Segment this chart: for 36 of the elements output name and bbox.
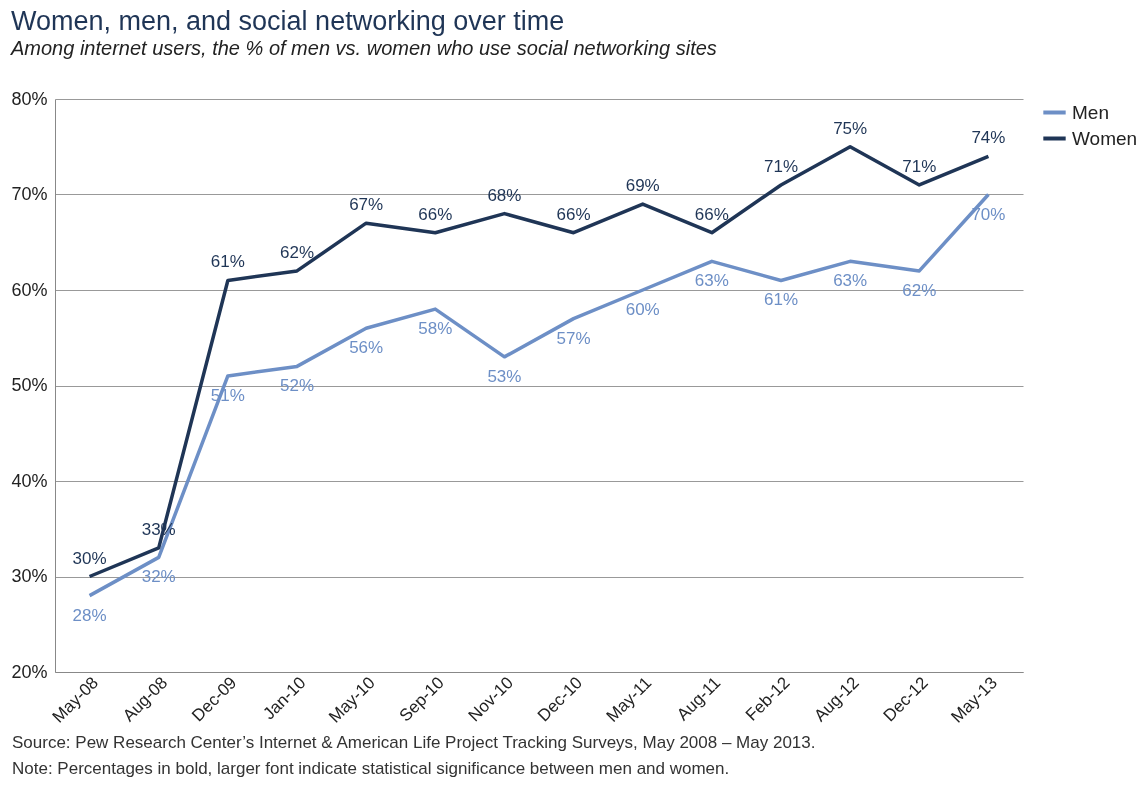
data-label: 66% <box>556 204 591 224</box>
data-label: 61% <box>763 290 799 310</box>
data-label: 63% <box>694 271 729 291</box>
y-tick-label: 40% <box>11 470 48 491</box>
data-label: 56% <box>349 338 384 358</box>
data-label: 70% <box>971 204 1006 224</box>
data-label: 28% <box>72 605 107 625</box>
y-tick-label: 70% <box>11 184 48 204</box>
data-label: 74% <box>971 128 1006 148</box>
y-tick-label: 80% <box>11 88 48 109</box>
data-label: 71% <box>902 156 937 176</box>
data-label: 57% <box>556 328 591 348</box>
data-label: 61% <box>210 252 245 272</box>
data-label: 69% <box>625 176 660 196</box>
data-label: 66% <box>418 204 453 224</box>
y-tick-label: 60% <box>11 279 48 300</box>
chart-title: Women, men, and social networking over time <box>10 6 565 36</box>
data-label: 63% <box>833 271 868 291</box>
data-label: 71% <box>763 156 799 176</box>
data-label: 60% <box>625 300 660 319</box>
y-tick-label: 50% <box>11 375 48 395</box>
data-label: 58% <box>418 319 453 339</box>
chart-subtitle: Among internet users, the % of men vs. women who use social networking sites <box>9 37 717 59</box>
data-label: 68% <box>487 185 522 205</box>
text: Note: Percentages in bold, larger font indicate statistical significance between men and women. <box>12 758 731 780</box>
y-tick-label: 30% <box>11 566 48 586</box>
legend-label: Men <box>1072 101 1109 123</box>
y-tick-label: 20% <box>11 661 48 682</box>
data-label: 62% <box>279 242 315 262</box>
data-label: 30% <box>72 548 107 568</box>
data-label: 66% <box>694 204 729 224</box>
legend-label: Women <box>1072 127 1138 149</box>
source-note: Source: Pew Research Center’s Internet & American Life Project Tracking Surveys, May 2008 – May 2013. <box>12 732 817 754</box>
data-label: 53% <box>487 366 522 386</box>
data-label: 67% <box>349 195 384 215</box>
data-label: 75% <box>833 118 868 138</box>
